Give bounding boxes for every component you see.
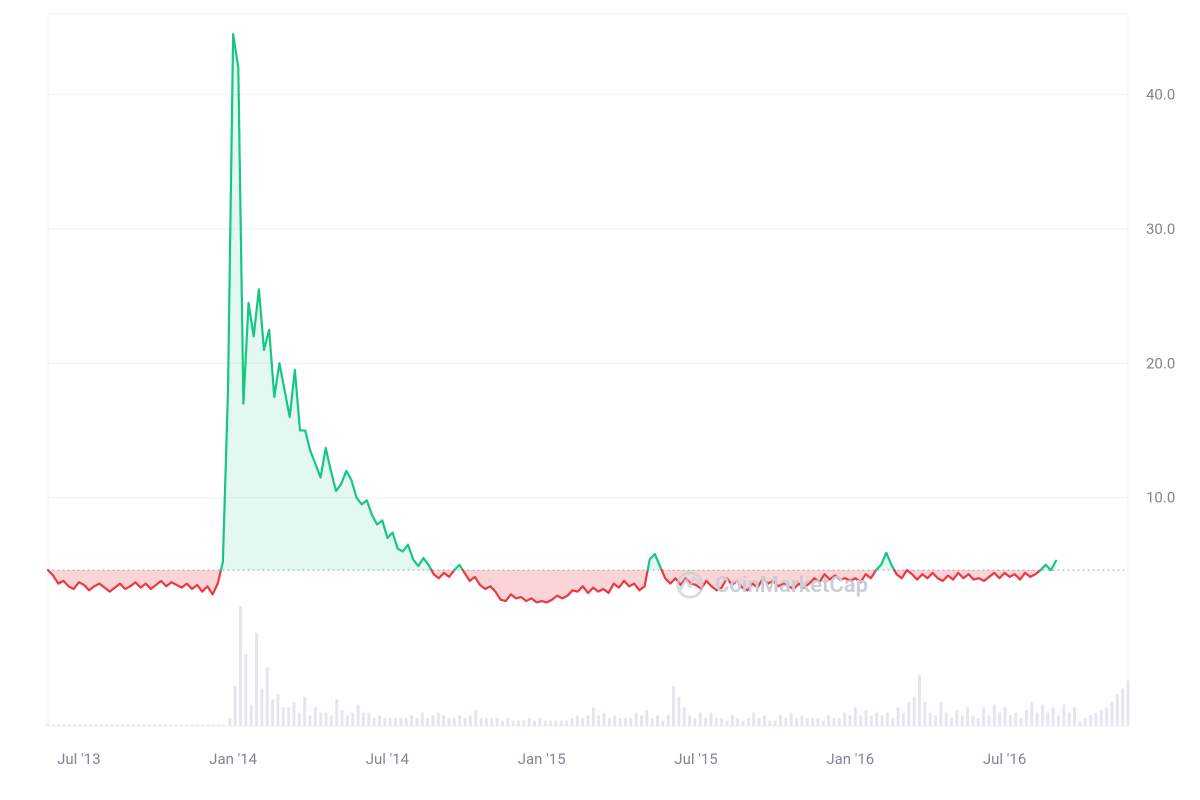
y-tick-label: 30.0 [1146, 220, 1175, 238]
gridlines [48, 95, 1128, 498]
chart-svg: 10.0 20.0 30.0 40.0 Jul '13 Jan '14 Jul '14 Ja… [0, 0, 1200, 800]
x-tick-label: Jan '14 [209, 750, 257, 768]
x-tick-label: Jan '15 [518, 750, 566, 768]
x-tick-label: Jul '16 [983, 750, 1026, 768]
x-axis-labels: Jul '13 Jan '14 Jul '14 Jan '15 Jul '15 Jan '… [57, 750, 1026, 768]
y-axis-labels: 10.0 20.0 30.0 40.0 [1146, 86, 1175, 507]
price-lines [48, 34, 1056, 602]
y-tick-label: 40.0 [1146, 86, 1175, 104]
y-tick-label: 20.0 [1146, 354, 1175, 372]
price-areas [48, 34, 1056, 602]
x-tick-label: Jul '15 [674, 750, 717, 768]
price-chart[interactable]: 10.0 20.0 30.0 40.0 Jul '13 Jan '14 Jul '14 Ja… [0, 0, 1200, 800]
x-tick-label: Jul '14 [366, 750, 410, 768]
y-tick-label: 10.0 [1146, 489, 1175, 507]
volume-bars [47, 606, 1130, 726]
x-tick-label: Jul '13 [57, 750, 100, 768]
x-tick-label: Jan '16 [826, 750, 874, 768]
plot-border [48, 14, 1128, 726]
